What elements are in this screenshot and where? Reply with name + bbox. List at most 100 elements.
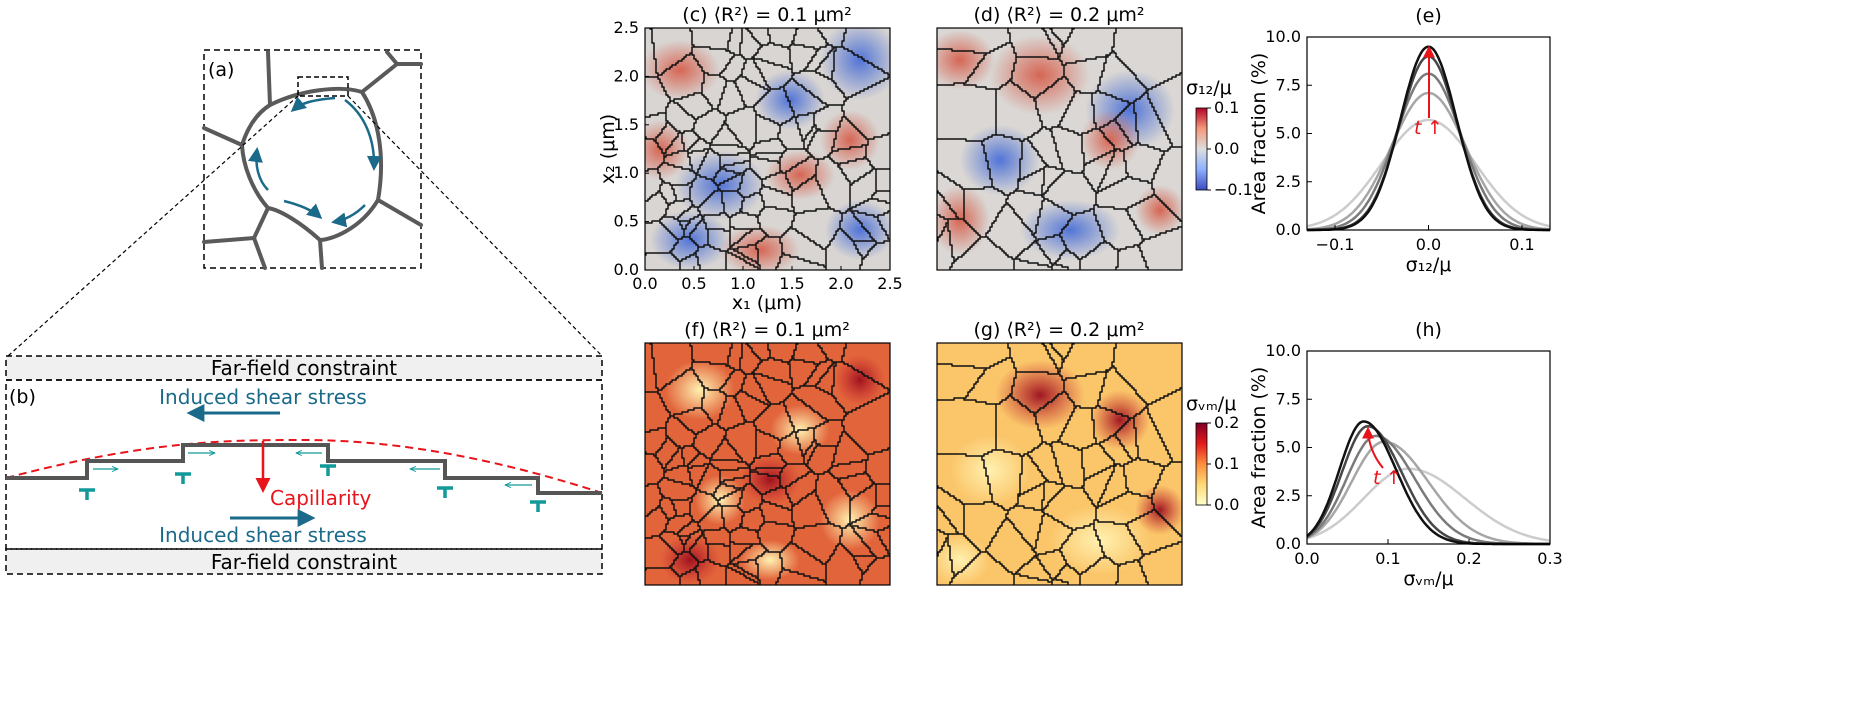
far-field-bottom: Far-field constraint: [211, 550, 397, 574]
time-label: t: [1414, 117, 1423, 139]
map-y-tick-label: 1.5: [614, 115, 639, 134]
shear-label-bottom: Induced shear stress: [159, 523, 367, 547]
dislocation-symbol: [530, 500, 546, 512]
chart-x-tick-label: 0.0: [1416, 235, 1441, 254]
panel-a-label: (a): [208, 59, 234, 81]
time-up-arrow-icon: ↑: [1386, 467, 1402, 489]
colorbar-tick-label: 0.1: [1214, 98, 1239, 117]
stepped-boundary: [6, 443, 602, 495]
map-d: [937, 28, 1182, 270]
chart-h: (h) 0.0 2.5 5.0 7.5 10.0 0.0 0.1 0.2 0.3 σᵥₘ/μ Area…: [1248, 319, 1563, 590]
colorbar-shear-label: σ₁₂/μ: [1186, 77, 1232, 99]
chart-x-tick-label: 0.2: [1456, 549, 1481, 568]
chart-y-tick-label: 2.5: [1276, 172, 1301, 191]
far-field-bottom-box: [5, 548, 603, 575]
colorbar-tick-label: −0.1: [1214, 180, 1253, 199]
grain-boundary-path: [645, 343, 890, 585]
zoom-box: [297, 76, 349, 97]
map-y-tick-label: 0.0: [614, 260, 639, 279]
dislocation-symbol: [175, 472, 191, 484]
map-c-yticks: 0.0 0.5 1.0 1.5 2.0 2.5: [614, 18, 649, 279]
chart-x-tick-label: −0.1: [1316, 235, 1355, 254]
far-field-top: Far-field constraint: [211, 356, 397, 380]
map-c-xticks: 0.0 0.5 1.0 1.5 2.0 2.5: [632, 266, 903, 293]
chart-y-tick-label: 7.5: [1276, 75, 1301, 94]
panel-b-frame: [5, 379, 603, 550]
colorbar-shear-ticks: 0.1 0.0 −0.1: [1207, 98, 1253, 199]
map-c-frame: [644, 27, 891, 271]
colorbar-tick-label: 0.2: [1214, 413, 1239, 432]
colorbar-tick-label: 0.1: [1214, 454, 1239, 473]
panel-b-label: (b): [9, 386, 36, 408]
colorbar-vm-label: σᵥₘ/μ: [1186, 393, 1236, 415]
chart-y-axis-label: Area fraction (%): [1248, 53, 1270, 215]
chart-y-axis-label: Area fraction (%): [1248, 367, 1270, 529]
grain-network-d: [937, 28, 1182, 270]
map-x-tick-label: 2.0: [828, 274, 853, 293]
map-g-frame: [936, 342, 1183, 586]
chart-series-line: [1306, 467, 1551, 542]
map-f-frame: [644, 342, 891, 586]
map-f-title: (f) ⟨R²⟩ = 0.1 μm²: [684, 319, 850, 341]
time-up-arrow-icon: ↑: [1427, 117, 1443, 139]
chart-series-group: [1306, 420, 1551, 546]
map-g-title: (g) ⟨R²⟩ = 0.2 μm²: [973, 319, 1144, 341]
grain-boundary-path: [937, 28, 1182, 270]
dislocations: [79, 464, 546, 512]
map-g: [937, 343, 1182, 585]
panel-a: (a): [7, 49, 603, 357]
map-d-frame: [936, 27, 1183, 271]
map-x-tick-label: 0.0: [632, 274, 657, 293]
chart-series-line: [1306, 440, 1550, 546]
map-d-title: (d) ⟨R²⟩ = 0.2 μm²: [973, 4, 1144, 26]
chart-y-tick-label: 2.5: [1276, 486, 1301, 505]
chart-title: (h): [1415, 319, 1442, 341]
zoom-line-right: [347, 95, 603, 357]
chart-x-axis-label: σᵥₘ/μ: [1403, 568, 1453, 590]
dislocation-symbol: [79, 488, 95, 500]
time-label: t: [1373, 467, 1382, 489]
chart-x-tick-label: 0.1: [1509, 235, 1534, 254]
chart-x-tick-label: 0.1: [1375, 549, 1400, 568]
map-y-axis-label: x₂ (μm): [597, 114, 619, 184]
colorbar-tick-label: 0.0: [1214, 495, 1239, 514]
colorbar-tick-label: 0.0: [1214, 139, 1239, 158]
panel-b: Far-field constraint Far-field constrain…: [5, 355, 603, 575]
chart-series-line: [1306, 118, 1551, 228]
capillarity-label: Capillarity: [270, 486, 371, 510]
capillary-profile: [5, 438, 603, 494]
map-x-tick-label: 2.5: [877, 274, 902, 293]
chart-frame: [1306, 350, 1551, 545]
map-x-tick-label: 0.5: [681, 274, 706, 293]
map-x-tick-label: 1.5: [779, 274, 804, 293]
colorbar-shear: σ₁₂/μ 0.1 0.0 −0.1: [1186, 77, 1253, 199]
grain-network-f: [645, 343, 890, 585]
grain-boundaries: [202, 50, 423, 270]
panel-a-frame: [203, 49, 422, 269]
grain-boundary-path: [937, 343, 1182, 585]
map-c-title: (c) ⟨R²⟩ = 0.1 μm²: [682, 4, 851, 26]
far-field-top-box: [5, 355, 603, 381]
map-x-tick-label: 1.0: [730, 274, 755, 293]
shear-label-top: Induced shear stress: [159, 385, 367, 409]
chart-y-tick-label: 5.0: [1276, 438, 1301, 457]
colorbar-vm-ticks: 0.2 0.1 0.0: [1207, 413, 1239, 514]
map-c-axes: 0.0 0.5 1.0 1.5 2.0 2.5 0.0 0.5 1.0 1.5 2.0 2.5 x₁…: [597, 18, 903, 314]
grain-boundary-path: [645, 28, 890, 270]
grain-network-c: [645, 28, 890, 270]
boundary-motion-arrows: [247, 96, 382, 228]
time-arrow: [1362, 426, 1384, 469]
step-motion-arrows: [93, 453, 532, 485]
chart-x-tick-label: 0.3: [1537, 549, 1562, 568]
chart-y-tick-label: 0.0: [1276, 534, 1301, 553]
map-f: [645, 343, 890, 585]
chart-x-tick-label: 0.0: [1294, 549, 1319, 568]
colorbar-vm: σᵥₘ/μ 0.2 0.1 0.0: [1186, 393, 1239, 514]
grain-network-g: [937, 343, 1182, 585]
chart-title: (e): [1415, 5, 1442, 27]
chart-y-tick-label: 10.0: [1265, 27, 1301, 46]
map-c: [645, 28, 890, 270]
dislocation-symbol: [320, 464, 336, 476]
zoom-line-left: [7, 95, 299, 357]
